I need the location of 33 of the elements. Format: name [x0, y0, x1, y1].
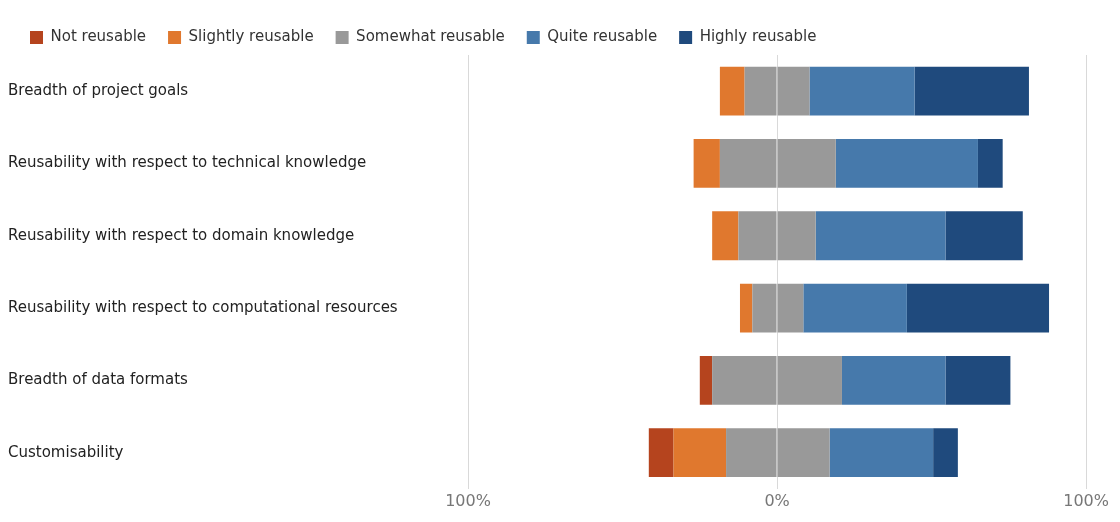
bar — [977, 139, 1003, 188]
bar — [835, 139, 978, 188]
legend-label: Not reusable — [50, 27, 147, 46]
bar — [739, 283, 753, 333]
legend-label: Highly reusable — [699, 27, 817, 46]
x-tick-label: 100% — [1063, 490, 1109, 510]
bar — [699, 355, 713, 405]
y-tick-label: Reusability with respect to domain knowledge — [8, 225, 355, 244]
bar — [648, 428, 674, 478]
bar — [693, 139, 720, 188]
bar — [841, 355, 946, 405]
y-tick-label: Breadth of data formats — [8, 370, 189, 389]
y-tick-label: Reusability with respect to computational resources — [8, 297, 398, 316]
bar — [906, 283, 1050, 333]
bar — [803, 283, 907, 333]
legend-label: Quite reusable — [547, 27, 658, 46]
legend-label: Somewhat reusable — [356, 27, 505, 46]
bar — [809, 66, 915, 116]
bar — [719, 66, 745, 116]
bar — [933, 428, 958, 478]
bar — [945, 211, 1023, 261]
x-tick-label: 100% — [445, 490, 491, 510]
bar — [673, 428, 727, 478]
legend-label: Slightly reusable — [188, 27, 314, 46]
bar — [815, 211, 946, 261]
bar — [829, 428, 934, 478]
bar — [914, 66, 1029, 116]
bar — [712, 211, 739, 261]
bar — [945, 355, 1011, 405]
x-tick-label: 0% — [764, 490, 790, 510]
y-tick-label: Reusability with respect to technical knowledge — [8, 153, 367, 172]
y-tick-label: Customisability — [8, 442, 124, 461]
y-tick-label: Breadth of project goals — [8, 81, 189, 100]
